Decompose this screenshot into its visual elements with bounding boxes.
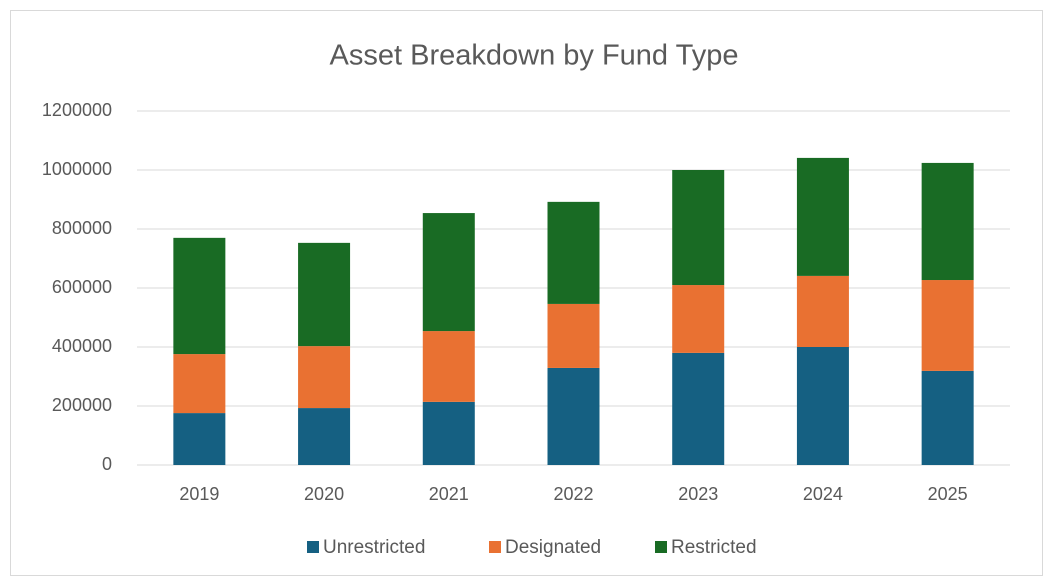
y-tick-label: 200000 <box>52 395 112 415</box>
bar-segment <box>672 352 725 465</box>
bar-segment <box>173 354 226 414</box>
bar-segment <box>298 242 351 347</box>
legend-label: Restricted <box>671 537 757 558</box>
chart-frame <box>10 10 1043 576</box>
bar-segment <box>422 213 475 332</box>
x-tick-label: 2025 <box>928 484 968 504</box>
y-tick-label: 400000 <box>52 336 112 356</box>
bar-segment <box>173 413 226 465</box>
x-tick-label: 2023 <box>678 484 718 504</box>
bar-segment <box>796 347 849 465</box>
x-tick-label: 2022 <box>553 484 593 504</box>
x-tick-label: 2019 <box>179 484 219 504</box>
bar-segment <box>672 285 725 353</box>
bar-segment <box>921 162 974 281</box>
bar-segment <box>796 275 849 347</box>
y-tick-label: 0 <box>102 454 112 474</box>
x-tick-label: 2020 <box>304 484 344 504</box>
bar-segment <box>672 170 725 286</box>
chart-title: Asset Breakdown by Fund Type <box>330 40 739 72</box>
legend-swatch <box>307 541 319 553</box>
x-tick-label: 2021 <box>429 484 469 504</box>
bar-segment <box>547 303 600 368</box>
bar-segment <box>298 346 351 409</box>
bar-segment <box>173 237 226 355</box>
legend-swatch <box>489 541 501 553</box>
bar-segment <box>796 157 849 276</box>
bar-segment <box>921 280 974 371</box>
y-tick-label: 600000 <box>52 277 112 297</box>
y-tick-label: 800000 <box>52 218 112 238</box>
bar-segment <box>547 367 600 465</box>
legend-swatch <box>655 541 667 553</box>
bar-segment <box>422 331 475 402</box>
y-tick-label: 1200000 <box>42 100 112 120</box>
legend-label: Designated <box>505 537 601 558</box>
bar-segment <box>298 408 351 465</box>
legend-label: Unrestricted <box>323 537 425 558</box>
y-tick-label: 1000000 <box>42 159 112 179</box>
bar-segment <box>921 370 974 465</box>
x-tick-label: 2024 <box>803 484 843 504</box>
bar-segment <box>422 401 475 465</box>
bar-segment <box>547 201 600 304</box>
